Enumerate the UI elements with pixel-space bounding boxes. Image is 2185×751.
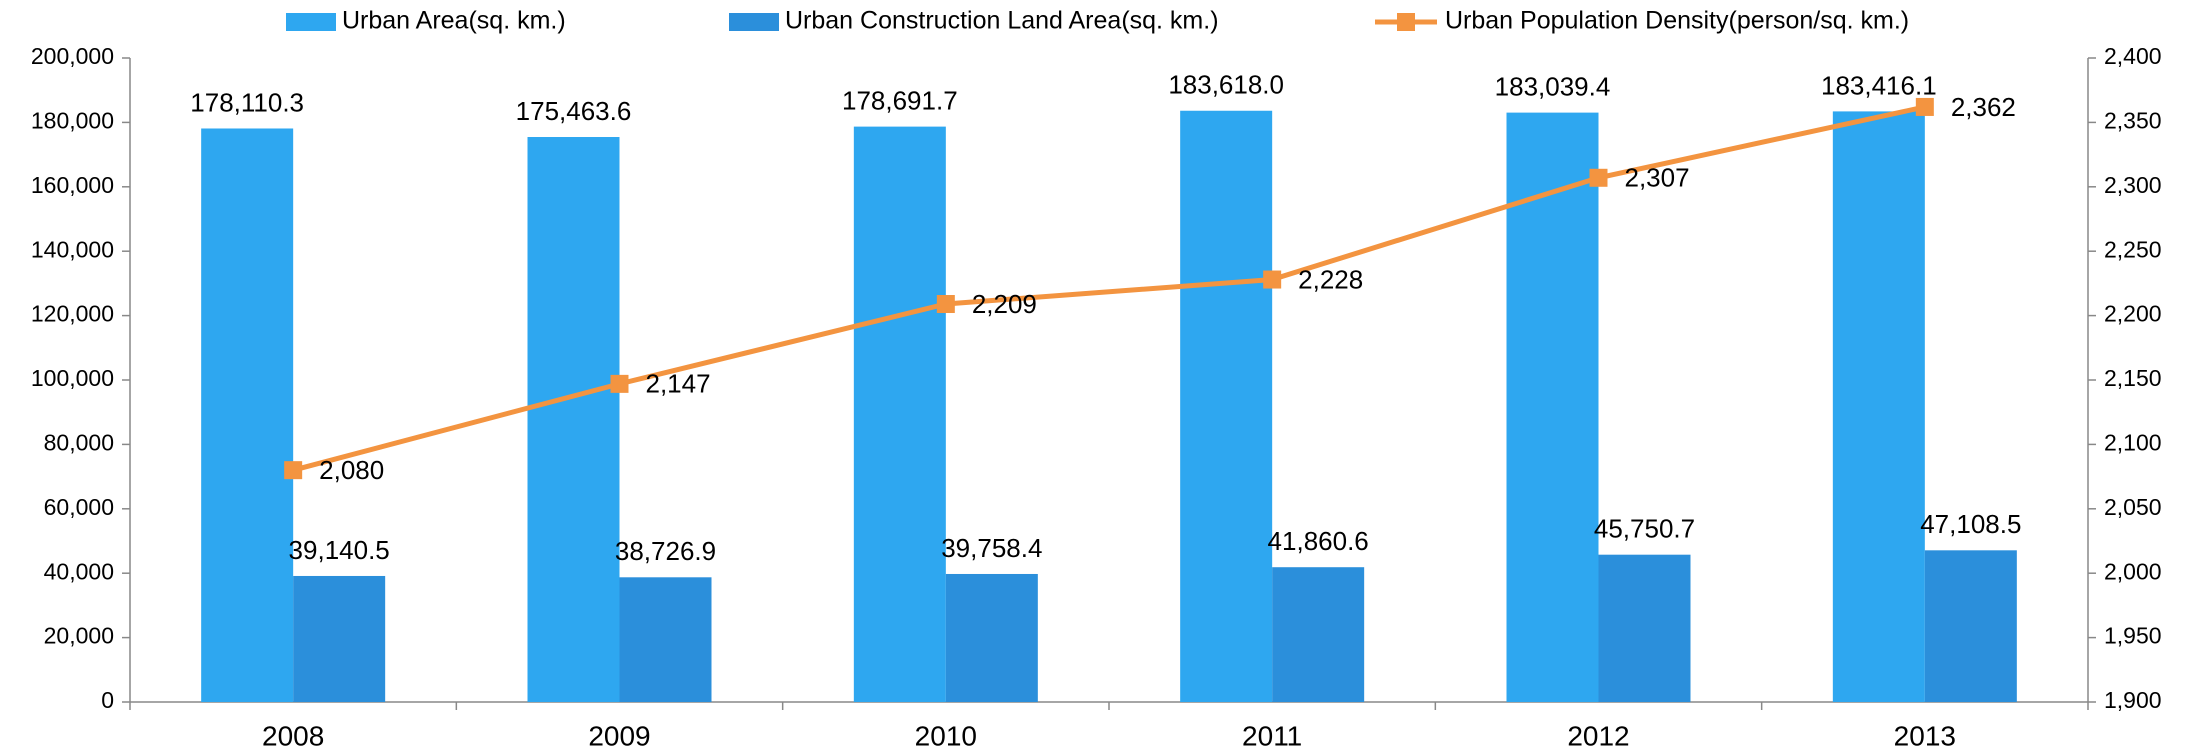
bar-value-label: 47,108.5 <box>1920 509 2021 539</box>
y-tick-label: 60,000 <box>44 494 114 520</box>
bar <box>293 575 386 702</box>
line-value-label: 2,362 <box>1951 92 2016 122</box>
y-tick-label: 80,000 <box>44 429 114 455</box>
bar <box>201 128 294 702</box>
line-marker <box>1915 97 1934 116</box>
bar <box>1832 111 1925 703</box>
y2-tick-label: 2,350 <box>2104 107 2162 133</box>
bar-value-label: 41,860.6 <box>1268 526 1369 556</box>
bar <box>1924 550 2017 702</box>
bar-value-label: 183,416.1 <box>1821 70 1937 100</box>
bar <box>853 126 946 702</box>
x-tick-label: 2012 <box>1567 720 1629 751</box>
y2-tick-label: 2,200 <box>2104 301 2162 327</box>
line-value-label: 2,209 <box>972 289 1037 319</box>
y2-tick-label: 2,400 <box>2104 43 2162 69</box>
bar <box>1506 112 1599 702</box>
y-tick-label: 200,000 <box>31 43 114 69</box>
bar-value-label: 183,039.4 <box>1495 71 1611 101</box>
bar-value-label: 178,691.7 <box>842 85 958 115</box>
legend-label: Urban Area(sq. km.) <box>342 7 566 35</box>
x-tick-label: 2010 <box>915 720 977 751</box>
line-value-label: 2,147 <box>646 369 711 399</box>
bar <box>945 573 1038 702</box>
y2-tick-label: 2,250 <box>2104 236 2162 262</box>
x-tick-label: 2008 <box>262 720 324 751</box>
y2-tick-label: 2,150 <box>2104 365 2162 391</box>
line <box>292 104 1926 473</box>
bar <box>1180 110 1273 702</box>
bar-value-label: 38,726.9 <box>615 536 716 566</box>
line-value-label: 2,080 <box>319 455 384 485</box>
legend-swatch <box>286 13 336 31</box>
y2-tick-label: 1,950 <box>2104 623 2162 649</box>
y-tick-label: 140,000 <box>31 236 114 262</box>
bar-value-label: 178,110.3 <box>190 87 304 117</box>
bar <box>1272 567 1365 702</box>
legend-swatch <box>729 13 779 31</box>
y2-tick-label: 2,050 <box>2104 494 2162 520</box>
y2-tick-label: 2,000 <box>2104 558 2162 584</box>
legend-swatch <box>1397 13 1415 31</box>
y2-tick-label: 2,300 <box>2104 172 2162 198</box>
bar-value-label: 39,140.5 <box>289 535 390 565</box>
bar-value-label: 45,750.7 <box>1594 514 1695 544</box>
line-marker <box>1589 168 1608 187</box>
line-marker <box>1263 270 1282 289</box>
legend-label: Urban Population Density(person/sq. km.) <box>1445 7 1909 35</box>
y-tick-label: 120,000 <box>31 301 114 327</box>
bar <box>1598 554 1691 702</box>
x-tick-label: 2013 <box>1894 720 1956 751</box>
y2-tick-label: 1,900 <box>2104 687 2162 713</box>
y-tick-label: 20,000 <box>44 623 114 649</box>
y-tick-label: 100,000 <box>31 365 114 391</box>
bar-value-label: 175,463.6 <box>516 96 632 126</box>
y2-tick-label: 2,100 <box>2104 429 2162 455</box>
bar-value-label: 183,618.0 <box>1168 70 1284 100</box>
bar <box>619 577 712 702</box>
bar-value-label: 39,758.4 <box>941 533 1042 563</box>
line-marker <box>610 374 629 393</box>
y-tick-label: 40,000 <box>44 558 114 584</box>
y-tick-label: 160,000 <box>31 172 114 198</box>
line-marker <box>936 295 955 314</box>
x-tick-label: 2011 <box>1242 720 1302 751</box>
legend-label: Urban Construction Land Area(sq. km.) <box>785 7 1219 35</box>
line-value-label: 2,228 <box>1298 264 1363 294</box>
line-value-label: 2,307 <box>1625 163 1690 193</box>
line-marker <box>284 461 303 480</box>
bar <box>527 137 620 702</box>
y-tick-label: 180,000 <box>31 107 114 133</box>
y-tick-label: 0 <box>101 687 114 713</box>
x-tick-label: 2009 <box>588 720 650 751</box>
